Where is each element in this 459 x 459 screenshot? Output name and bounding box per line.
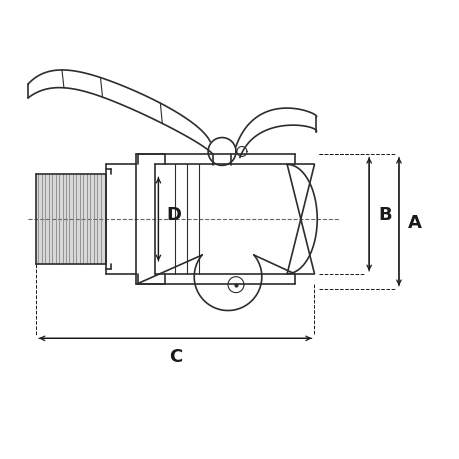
Text: D: D [166,206,181,224]
Text: C: C [168,347,182,365]
Text: B: B [377,206,391,224]
Bar [36,175,106,264]
Text: A: A [407,213,421,231]
